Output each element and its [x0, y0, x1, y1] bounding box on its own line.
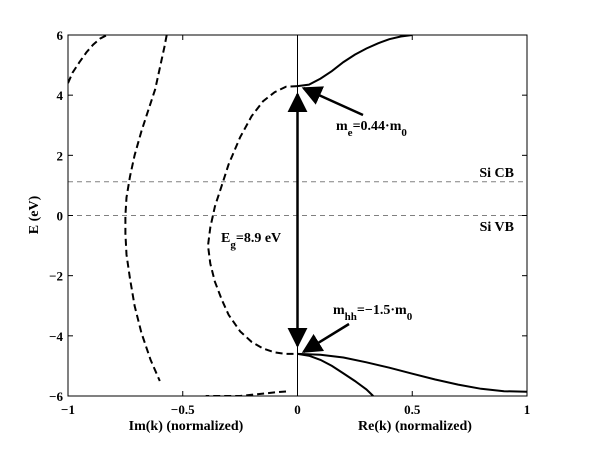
band-curve-5	[124, 35, 168, 382]
y-tick-label: 6	[57, 28, 64, 43]
x-tick-label: 0.5	[404, 402, 421, 417]
x-axis-label-right: Re(k) (normalized)	[358, 419, 472, 434]
band-curve-2	[297, 352, 527, 393]
band-curve-6	[68, 35, 108, 84]
x-tick-label: 1	[524, 402, 531, 417]
band-curve-1	[206, 85, 298, 355]
band-gap-label: Eg=8.9 eV	[221, 231, 281, 251]
heavy-hole-mass-arrow	[301, 322, 350, 353]
axis-ticks: −1 −0.5 0 0.5 1 −6 −4 −2 0 2 4 6	[49, 28, 530, 417]
y-tick-label: −6	[49, 389, 63, 404]
y-axis-label: E (eV)	[27, 195, 42, 234]
x-tick-label: 0	[294, 402, 301, 417]
y-tick-label: −2	[49, 269, 63, 284]
y-tick-label: 2	[57, 148, 64, 163]
x-axis-label-left: Im(k) (normalized)	[129, 419, 244, 434]
band-curves	[68, 35, 527, 396]
si-vb-label: Si VB	[480, 220, 514, 235]
heavy-hole-mass-label: mhh=−1.5·m0	[333, 303, 413, 323]
si-cb-label: Si CB	[479, 166, 514, 181]
y-tick-label: −4	[49, 329, 63, 344]
band-curve-0	[297, 35, 413, 88]
x-tick-label: −1	[61, 402, 75, 417]
x-tick-label: −0.5	[171, 402, 195, 417]
y-tick-label: 0	[57, 209, 64, 224]
band-curve-3	[297, 352, 374, 396]
electron-mass-label: me=0.44·m0	[336, 119, 407, 139]
electron-mass-arrow	[301, 86, 364, 117]
y-tick-label: 4	[57, 88, 64, 103]
band-curve-4	[205, 390, 287, 396]
